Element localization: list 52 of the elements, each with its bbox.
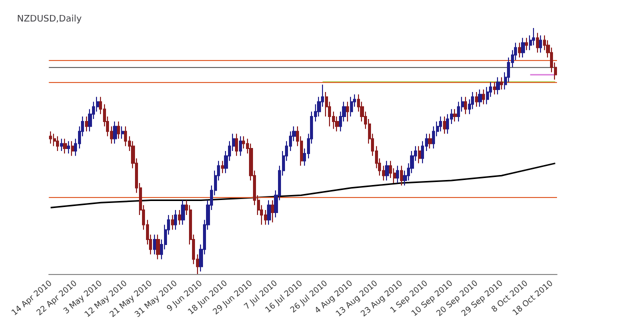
candlestick [49, 130, 52, 144]
candlestick [221, 160, 224, 174]
candlestick [525, 37, 528, 51]
candlestick [53, 133, 56, 147]
candlestick [389, 160, 392, 179]
candlestick [235, 133, 238, 156]
candlestick [432, 126, 435, 150]
candlestick [471, 91, 474, 110]
candlestick [156, 234, 160, 260]
candlestick [117, 120, 120, 140]
candlestick [171, 214, 174, 230]
candlestick [178, 210, 181, 226]
candlestick [478, 89, 482, 108]
candlestick [67, 140, 70, 154]
candlestick [418, 146, 421, 164]
candlestick [239, 136, 242, 156]
candlestick [521, 37, 525, 58]
candlestick [113, 120, 117, 144]
candlestick [63, 138, 67, 154]
candlestick [385, 160, 389, 182]
candlestick [271, 200, 274, 223]
candlestick [71, 140, 74, 156]
candlestick [346, 101, 349, 122]
candlestick [428, 133, 432, 150]
candlestick [539, 34, 542, 54]
candlestick [439, 116, 442, 132]
candlestick [396, 165, 399, 184]
candlestick [536, 32, 539, 54]
candlestick [500, 76, 503, 90]
candlestick [518, 42, 521, 58]
candlestick [464, 96, 467, 115]
candlestick [457, 101, 460, 122]
chart-title: NZDUSD,Daily [17, 14, 82, 24]
candlestick [174, 210, 177, 230]
candlestick [475, 91, 478, 108]
candlestick [350, 96, 353, 118]
candlestick [242, 136, 245, 150]
candlestick [482, 89, 485, 105]
candlestick [60, 138, 63, 152]
candlestick [153, 234, 156, 255]
candlestick [85, 116, 88, 132]
candlestick [124, 126, 127, 147]
candlestick [121, 126, 124, 140]
candlestick [56, 136, 59, 152]
candlestick [267, 200, 271, 226]
candlestick [493, 82, 496, 95]
candlestick [453, 108, 457, 122]
candlestick [443, 116, 446, 134]
candlestick [532, 28, 535, 46]
candlestick [181, 200, 185, 226]
candlestick [496, 76, 500, 95]
candlestick [400, 165, 403, 186]
